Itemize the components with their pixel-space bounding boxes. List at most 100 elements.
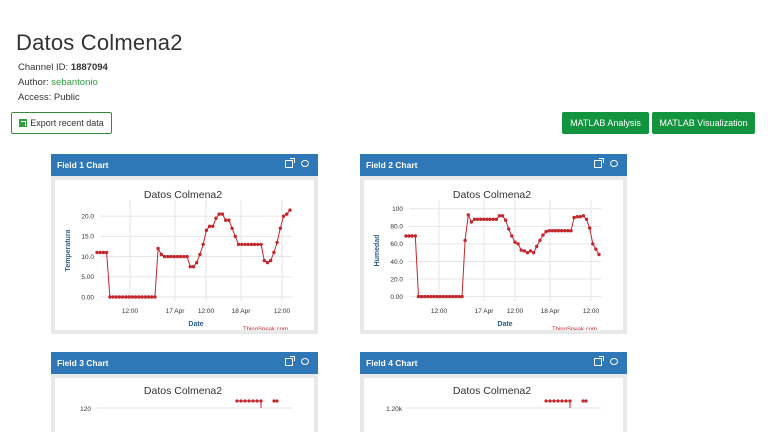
data-point [108,295,112,299]
data-point [522,249,526,253]
data-point [588,226,592,230]
external-link-icon[interactable] [594,158,604,168]
panel-header: Field 3 Chart [51,352,318,374]
data-point [572,215,576,220]
comment-icon[interactable] [610,160,618,167]
data-point [584,217,589,221]
data-point [525,251,530,255]
comment-icon[interactable] [301,358,309,365]
data-point [275,240,279,245]
data-point [460,294,464,299]
matlab-visualization-button[interactable]: MATLAB Visualization [652,112,755,134]
panel-title: Field 2 Chart [366,160,418,170]
data-point [220,212,225,216]
data-point [510,234,514,238]
export-label: Export recent data [30,118,104,128]
comment-icon[interactable] [301,160,309,167]
y-tick-label: 20.0 [81,213,94,220]
x-tick-label: 12:00 [507,308,524,315]
access-value: Public [53,92,80,103]
data-point [575,215,579,219]
x-tick-label: 17 Apr [475,308,495,315]
chart-credit: ThingSpeak.com [243,327,288,330]
data-point [178,254,183,259]
external-link-icon[interactable] [285,356,295,366]
author-link[interactable]: sebantonio [51,77,98,88]
data-point [124,295,128,299]
data-point [207,224,212,228]
data-point [281,214,286,218]
data-point [288,208,292,212]
data-point [262,258,266,263]
data-point [475,217,480,221]
data-point [528,249,533,253]
matlab-analysis-button[interactable]: MATLAB Analysis [562,112,649,134]
data-point [541,233,545,237]
data-point [172,254,176,259]
data-point [597,252,601,257]
field-1-chart: Datos Colmena2 0.00 5.00 10.0 15.0 20.0 12:00 1… [65,189,292,330]
comment-icon[interactable] [610,358,618,365]
field-3-panel: Field 3 Chart Datos Colmena2 120 [51,352,318,432]
data-point [479,217,483,221]
external-link-icon[interactable] [285,158,295,168]
data-point [516,242,520,246]
data-point [95,250,99,255]
data-point [114,295,118,299]
data-point [416,294,421,299]
data-point [130,295,135,299]
author: Author: sebantonio [18,77,98,88]
data-point [133,295,138,299]
chart-title: Datos Colmena2 [453,189,531,201]
data-point [285,212,289,216]
data-point [494,217,498,221]
export-icon [19,119,28,127]
data-point [531,251,536,255]
data-point [243,242,247,247]
x-axis-label: Date [188,321,203,328]
y-tick-label: 5.00 [81,274,94,281]
data-point [175,254,180,259]
data-point [150,295,154,299]
data-point [444,294,449,299]
data-point [259,242,263,247]
y-tick-label: 0.00 [390,294,403,301]
data-point [591,242,595,246]
data-point [143,295,147,299]
data-point [101,250,106,255]
data-point [249,242,254,247]
y-axis-label: Temperatura [65,229,72,271]
data-point [169,254,173,259]
export-recent-data-button[interactable]: Export recent data [11,112,112,134]
panel-header: Field 2 Chart [360,154,627,176]
data-point [224,218,228,222]
panel-title: Field 1 Chart [57,160,109,170]
field-3-chart: Datos Colmena2 120 [80,385,292,413]
data-point [195,260,199,265]
data-point [201,242,205,247]
data-point [553,229,558,233]
x-tick-label: 18 Apr [232,308,252,315]
data-point [256,242,260,247]
channel-id-value: 1887094 [70,62,108,73]
data-point [566,229,570,233]
field-4-panel: Field 4 Chart Datos Colmena2 1.20k [360,352,627,432]
data-point [485,217,489,221]
x-tick-label: 12:00 [583,308,600,315]
channel-id: Channel ID: 1887094 [18,62,108,73]
data-point [472,217,477,221]
external-link-icon[interactable] [594,356,604,366]
data-point [482,217,486,221]
data-point [550,229,554,233]
x-axis-label: Date [497,321,512,328]
data-point [578,215,582,219]
data-point [278,226,282,230]
data-point [497,214,502,218]
chart-title: Datos Colmena2 [453,385,531,397]
access: Access: Public [18,92,80,103]
data-point [236,242,241,247]
data-point [569,229,573,233]
data-point [111,295,115,299]
y-tick-label: 15.0 [81,234,94,241]
data-point [507,227,511,231]
